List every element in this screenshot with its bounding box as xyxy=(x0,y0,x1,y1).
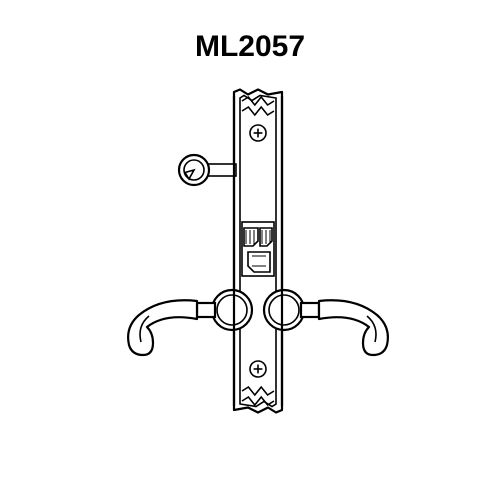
diagram-canvas: ML2057 xyxy=(0,0,500,500)
lockset-drawing xyxy=(0,0,500,500)
